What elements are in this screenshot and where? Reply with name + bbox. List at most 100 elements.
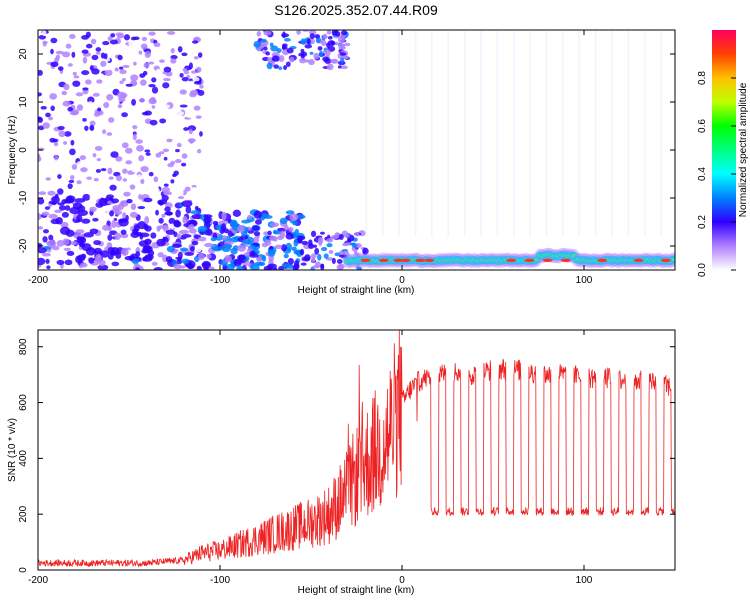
spectrogram-cell — [300, 48, 305, 54]
spectrogram-cell — [193, 105, 201, 111]
spectrogram-cell — [545, 30, 548, 237]
y-tick-label: 0 — [18, 147, 29, 153]
spectrogram-cell — [165, 71, 173, 77]
spectrogram-cell — [344, 42, 351, 47]
spectrogram-cell — [110, 151, 119, 158]
spectrogram-cell — [174, 159, 182, 164]
spectrogram-cell — [313, 244, 318, 248]
spectrogram-cell — [326, 30, 332, 35]
spectrogram-cell — [81, 70, 90, 76]
spectrogram-cell — [340, 57, 345, 63]
snr-x-label: Height of straight line (km) — [298, 585, 415, 596]
spectrogram-cell — [278, 55, 285, 63]
spectrogram-cell — [41, 139, 46, 144]
spectrogram-cell — [111, 198, 120, 204]
spectrogram-cell — [254, 219, 262, 225]
spectrogram-cell — [326, 63, 334, 71]
spectrogram-cell — [158, 217, 164, 224]
spectrogram-cell — [203, 216, 212, 224]
spectrogram-cell — [263, 231, 269, 236]
spectrogram-cell — [309, 51, 314, 55]
spectrogram-cell — [295, 214, 306, 220]
spectrogram-cell — [221, 223, 227, 232]
colorbar-tick-label: 0.0 — [697, 263, 708, 277]
spectrogram-cell — [73, 62, 78, 70]
spectrogram-y-ticks: -20 -10 0 10 20 — [18, 48, 675, 253]
spectrogram-cell — [179, 89, 187, 95]
spectrogram-cell — [189, 245, 195, 252]
spectrogram-cell — [72, 80, 81, 87]
colorbar-tick-label: 0.6 — [697, 119, 708, 133]
spectrogram-cell — [151, 77, 157, 83]
y-tick-label: 400 — [18, 450, 29, 467]
spectrogram-cell — [158, 235, 164, 240]
spectrogram-cell — [135, 174, 143, 181]
spectrogram-cell — [112, 204, 121, 211]
spectrogram-cell — [180, 234, 192, 238]
spectrogram-cell — [110, 125, 117, 132]
spectrogram-cell — [132, 133, 137, 141]
spectrogram-cell — [327, 35, 333, 40]
spectrogram-cell — [75, 92, 84, 97]
spectrogram-cell — [121, 142, 129, 149]
spectrogram-cell — [263, 46, 268, 51]
spectrogram-cell — [283, 65, 288, 70]
spectrogram-cell — [313, 52, 320, 60]
colorbar-label: Normalized spectral amplitude — [738, 82, 749, 217]
spectrogram-cell — [38, 34, 47, 40]
spectrogram-cell — [164, 211, 174, 216]
spectrogram-cell — [133, 36, 140, 41]
spectrogram-cell — [269, 42, 274, 47]
spectrogram-cell — [301, 240, 309, 246]
spectrogram-cell — [95, 51, 101, 55]
spectrogram-cell — [170, 160, 176, 165]
spectrogram-cell — [158, 200, 164, 206]
spectrogram-cell — [138, 240, 149, 247]
spectrogram-cell — [98, 114, 107, 119]
spectrogram-cell — [50, 218, 60, 225]
spectrogram-cell — [120, 200, 126, 205]
spectrogram-cell — [77, 254, 86, 262]
spectrogram-cell — [304, 44, 312, 49]
spectrogram-cell — [204, 242, 214, 248]
spectrogram-cell — [265, 51, 271, 56]
spectrogram-cell — [111, 220, 117, 229]
spectrogram-cell — [170, 179, 175, 184]
spectrogram-cell — [198, 52, 203, 58]
spectrogram-cell — [179, 247, 189, 252]
spectrogram-cell — [199, 84, 204, 89]
spectrogram-cell — [64, 259, 73, 266]
spectrogram-cell — [191, 184, 197, 188]
spectrogram-cell — [194, 205, 199, 211]
spectrogram-cell — [51, 195, 60, 205]
spectrogram-cell — [85, 79, 92, 85]
spectrogram-cell — [447, 30, 449, 237]
spectrogram-cell — [323, 253, 329, 259]
spectrogram-cell — [194, 153, 201, 161]
spectrogram-cell — [560, 258, 571, 262]
x-tick-label: 0 — [399, 575, 405, 586]
spectrogram-cell — [185, 205, 192, 214]
spectrogram-cell — [130, 74, 139, 82]
spectrogram-cell — [50, 61, 59, 68]
spectrogram-cell — [162, 148, 170, 153]
snr-frame — [37, 329, 676, 571]
spectrogram-cell — [76, 236, 82, 241]
spectrogram-cell — [326, 238, 334, 243]
spectrogram-cell — [171, 37, 176, 43]
colorbar-tick-label: 0.2 — [697, 215, 708, 229]
spectrogram-cell — [326, 243, 333, 248]
spectrogram-cell — [82, 56, 88, 64]
spectrogram-cell — [253, 40, 262, 48]
spectrogram-cell — [184, 252, 194, 256]
spectrogram-cell — [83, 232, 94, 238]
spectrogram-cell — [100, 168, 107, 172]
spectrogram-cell — [296, 30, 301, 35]
spectrogram-x-ticks: -200 -100 0 100 — [28, 30, 593, 286]
spectrogram-cell — [130, 231, 140, 238]
spectrogram-cell — [513, 30, 515, 237]
spectrogram-cell — [163, 156, 168, 161]
spectrogram-cell — [524, 258, 535, 262]
colorbar-gradient — [712, 30, 736, 270]
